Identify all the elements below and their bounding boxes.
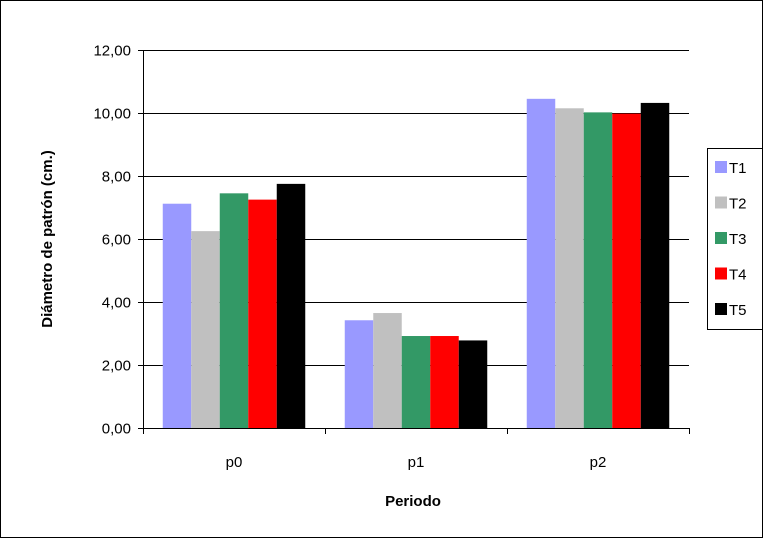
y-tick-labels: 0,00 2,00 4,00 6,00 8,00 10,00 12,00	[93, 43, 131, 438]
bar-t1-p2	[526, 98, 556, 428]
y-tick-label: 12,00	[93, 43, 131, 60]
bar-t5-p2	[640, 102, 670, 429]
bar-t1-p1	[344, 320, 374, 428]
bar-t1-p0	[162, 203, 192, 428]
y-tick-label: 0,00	[102, 421, 131, 438]
bar-t3-p2	[583, 112, 613, 429]
y-tick-label: 10,00	[93, 106, 131, 123]
bar-t3-p0	[219, 193, 249, 428]
bar-t4-p2	[612, 113, 641, 428]
legend-swatch-t4	[715, 267, 727, 280]
bar-t3-p1	[401, 336, 431, 428]
legend-label-t2: T2	[729, 196, 747, 213]
legend-swatch-t2	[715, 196, 727, 209]
x-tick-label: p0	[226, 454, 243, 471]
bar-t2-p2	[555, 108, 584, 429]
legend-label-t1: T1	[729, 160, 747, 177]
x-tick-label: p1	[408, 454, 425, 471]
x-tick-labels: p0 p1 p2	[226, 454, 607, 471]
y-tick-label: 2,00	[102, 358, 131, 375]
legend-label-t3: T3	[729, 231, 747, 248]
bar-t2-p1	[373, 313, 402, 428]
y-axis-title: Diámetro de patrón (cm.)	[39, 150, 56, 328]
x-axis-title: Periodo	[385, 493, 441, 510]
bar-t4-p0	[248, 199, 277, 428]
bar-t4-p1	[430, 336, 459, 428]
legend-swatch-t5	[715, 303, 727, 315]
legend-label-t4: T4	[729, 267, 747, 284]
y-tick-label: 8,00	[102, 169, 131, 186]
legend-swatch-t1	[715, 161, 727, 173]
legend: T1 T2 T3 T4 T5	[707, 148, 763, 330]
axes	[138, 50, 690, 434]
bar-t2-p0	[191, 231, 220, 428]
y-tick-label: 4,00	[102, 295, 131, 312]
legend-swatch-t3	[715, 232, 727, 244]
x-tick-label: p2	[590, 454, 607, 471]
bar-t5-p0	[276, 183, 306, 428]
bar-t5-p1	[458, 340, 488, 428]
y-tick-label: 6,00	[102, 232, 131, 249]
bars	[162, 98, 670, 429]
legend-label-t5: T5	[729, 302, 747, 319]
